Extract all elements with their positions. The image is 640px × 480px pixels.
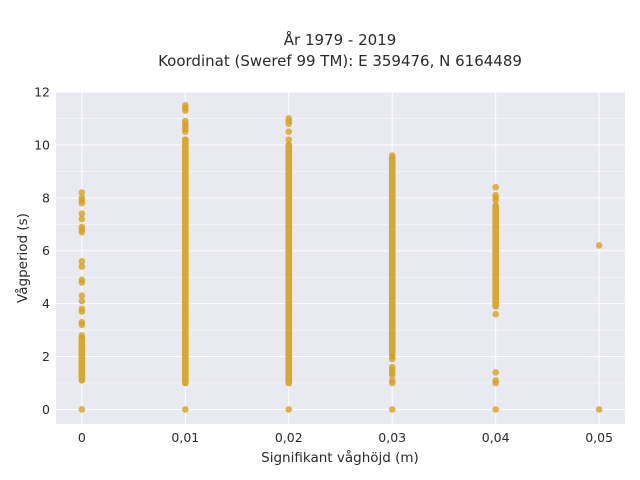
data-point-3-6: [388, 363, 396, 371]
x-tick-label-4: 0,04: [482, 430, 510, 445]
data-point-0-5: [78, 305, 86, 313]
y-tick-label-0: 0: [42, 402, 50, 417]
x-axis-label: Signifikant våghöjd (m): [261, 449, 419, 466]
x-tick-label-0: 0: [78, 430, 86, 445]
data-point-4-7: [492, 191, 499, 199]
data-point-1-5: [182, 117, 189, 125]
grid-lines: [56, 91, 625, 424]
data-point-0-14: [78, 223, 86, 231]
data-point-0-9: [78, 276, 86, 284]
data-point-0-3: [78, 318, 86, 326]
data-points: [78, 101, 603, 413]
y-tick-label-4: 8: [42, 190, 50, 205]
data-point-0-15: [78, 215, 86, 223]
data-point-4-3: [492, 369, 499, 376]
x-tick-label-2: 0,02: [275, 430, 303, 445]
data-point-4-4: [492, 310, 499, 318]
data-point-2-5: [285, 115, 293, 122]
x-tick-label-5: 0,05: [585, 430, 613, 445]
point-cluster-4-0: [492, 202, 499, 310]
data-point-3-2: [388, 377, 396, 384]
plot-area: [56, 92, 625, 424]
data-point-4-2: [492, 377, 499, 384]
data-point-0-7: [78, 292, 86, 299]
point-cluster-3-0: [388, 154, 396, 358]
chart-title-line-2: Koordinat (Sweref 99 TM): E 359476, N 61…: [158, 52, 522, 70]
data-point-3-0: [388, 406, 396, 413]
point-cluster-1-0: [182, 136, 189, 387]
data-point-3-8: [388, 353, 396, 360]
point-cluster-2-0: [285, 141, 293, 387]
y-tick-label-5: 10: [34, 137, 50, 152]
point-cluster-0-0: [78, 334, 86, 384]
data-point-0-20: [78, 189, 86, 196]
data-point-0-16: [78, 210, 86, 217]
data-point-0-11: [78, 258, 86, 265]
data-point-4-8: [492, 183, 499, 191]
data-point-2-1: [285, 136, 293, 143]
y-tick-label-6: 12: [34, 85, 50, 100]
x-tick-label-3: 0,03: [378, 430, 406, 445]
y-tick-label-3: 6: [42, 243, 50, 258]
y-axis-label: Vågperiod (s): [14, 213, 31, 303]
data-point-3-9: [388, 152, 396, 159]
y-tick-label-1: 2: [42, 349, 50, 364]
y-axis-ticks: 0 2 4 6 8 10 12: [34, 85, 50, 417]
data-point-0-19: [78, 194, 86, 202]
data-point-5-1: [595, 242, 603, 249]
data-point-0-6: [78, 297, 86, 305]
x-axis-ticks: 0 0,01 0,02 0,03 0,04 0,05: [78, 430, 613, 445]
data-point-1-0: [182, 406, 189, 413]
data-point-4-0: [492, 406, 499, 413]
data-point-2-2: [285, 128, 293, 135]
data-point-1-8: [182, 101, 189, 109]
data-point-0-0: [78, 406, 86, 413]
data-point-2-0: [285, 406, 293, 413]
data-point-0-10: [78, 263, 86, 270]
x-tick-label-1: 0,01: [171, 430, 199, 445]
y-tick-label-2: 4: [42, 296, 50, 311]
data-point-0-1: [78, 332, 86, 339]
data-point-5-0: [595, 406, 603, 413]
chart-title-line-1: År 1979 - 2019: [284, 30, 397, 49]
